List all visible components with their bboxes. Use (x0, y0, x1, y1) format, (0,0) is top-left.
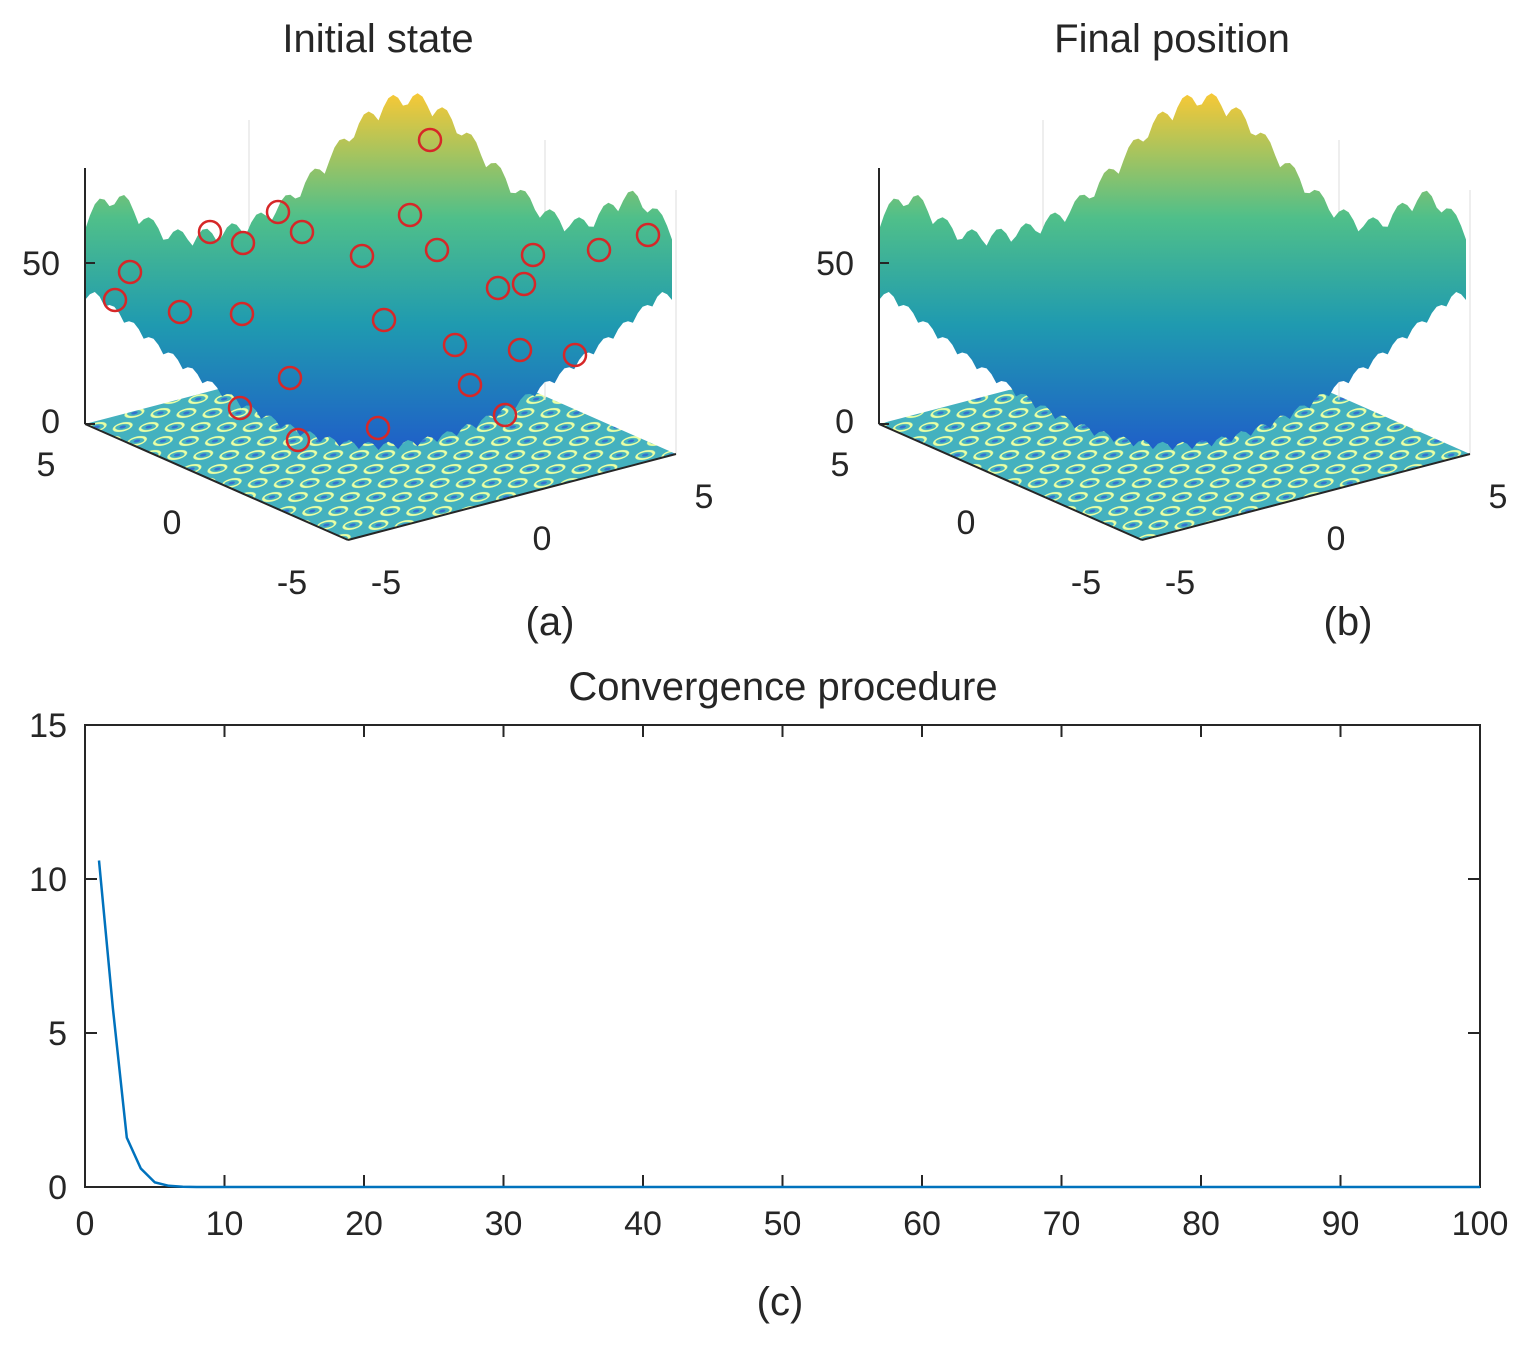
particle-marker (562, 342, 588, 368)
particle-marker (365, 415, 391, 441)
particle-marker (285, 427, 311, 453)
panel-b-title: Final position (1054, 17, 1290, 61)
panel-a-z-tick-label: 50 (22, 245, 60, 283)
x-tick-label: 90 (1322, 1205, 1360, 1243)
panel-a-y-axis (84, 423, 349, 541)
x-tick-label: 50 (764, 1205, 802, 1243)
x-tick-label: 40 (624, 1205, 662, 1243)
panel-b-z-tick-label: 0 (835, 403, 854, 441)
x-tick-label: 30 (485, 1205, 523, 1243)
panel-c-title: Convergence procedure (568, 665, 997, 709)
panel-a-particles (102, 127, 661, 453)
panel-b-x-tick-label: 5 (1489, 478, 1508, 516)
particle-marker (230, 230, 256, 256)
panel-a-y-tick-label: 5 (37, 446, 56, 484)
panel-a-x-axis (347, 453, 677, 541)
particle-marker (492, 402, 518, 428)
panel-b-surface (879, 93, 1466, 451)
particle-marker (442, 332, 468, 358)
particle-marker (265, 199, 291, 225)
x-tick-label: 10 (206, 1205, 244, 1243)
panel-a-x-tick-label: 0 (533, 520, 552, 558)
panel-a-z-tick-label: 0 (41, 403, 60, 441)
panel-b-y-tick-label: -5 (1071, 564, 1101, 602)
panel-a-title: Initial state (282, 17, 473, 61)
panel-c-x-ticks: 0 10 20 30 40 50 60 70 80 90 100 (76, 725, 1509, 1243)
y-tick-label: 15 (29, 707, 67, 745)
panel-b-x-tick-label: 0 (1327, 520, 1346, 558)
panel-a-y-tick-label: 0 (163, 504, 182, 542)
x-tick-label: 80 (1182, 1205, 1220, 1243)
x-tick-label: 60 (903, 1205, 941, 1243)
particle-marker (349, 243, 375, 269)
panel-final-position: Final position 50 0 5 0 -5 -5 0 5 (b) (816, 17, 1507, 644)
panel-c-series-line (97, 860, 1480, 1189)
particle-marker (586, 237, 612, 263)
particle-marker (277, 365, 303, 391)
panel-b-y-tick-label: 0 (957, 504, 976, 542)
y-tick-label: 5 (48, 1015, 67, 1053)
panel-a-surface (85, 93, 672, 451)
particle-marker (635, 222, 661, 248)
y-tick-label: 10 (29, 861, 67, 899)
panel-b-caption: (b) (1324, 600, 1373, 644)
particle-marker (289, 219, 315, 245)
particle-marker (424, 237, 450, 263)
panel-a-caption: (a) (526, 600, 575, 644)
particle-marker (371, 307, 397, 333)
x-tick-label: 70 (1043, 1205, 1081, 1243)
panel-a-y-tick-label: -5 (277, 564, 307, 602)
particle-marker (397, 202, 423, 228)
particle-marker (227, 395, 253, 421)
particle-marker (511, 271, 537, 297)
particle-marker (417, 127, 443, 153)
particle-marker (507, 337, 533, 363)
panel-a-x-tick-label: 5 (695, 478, 714, 516)
panel-c-y-ticks: 0 5 10 15 (29, 707, 1480, 1207)
panel-b-y-tick-label: 5 (831, 446, 850, 484)
particle-marker (102, 287, 128, 313)
panel-b-x-tick-label: -5 (1165, 564, 1195, 602)
particle-marker (457, 372, 483, 398)
panel-convergence: Convergence procedure 0 10 20 30 40 50 60 70 80 9… (29, 665, 1508, 1324)
particle-marker (485, 275, 511, 301)
particle-marker (520, 242, 546, 268)
particle-marker (197, 219, 223, 245)
particle-marker (167, 299, 193, 325)
y-tick-label: 0 (48, 1169, 67, 1207)
panel-initial-state: Initial state 50 0 5 0 -5 -5 0 5 (a) (22, 17, 713, 644)
x-tick-label: 0 (76, 1205, 95, 1243)
particle-marker (229, 301, 255, 327)
panel-b-z-tick-label: 50 (816, 245, 854, 283)
x-tick-label: 20 (345, 1205, 383, 1243)
panel-a-x-tick-label: -5 (371, 564, 401, 602)
x-tick-label: 100 (1452, 1205, 1509, 1243)
panel-b-y-axis (878, 423, 1143, 541)
panel-b-x-axis (1141, 453, 1471, 541)
panel-c-caption: (c) (757, 1280, 804, 1324)
panel-c-plot-area (84, 724, 1481, 1188)
particle-marker (117, 259, 143, 285)
